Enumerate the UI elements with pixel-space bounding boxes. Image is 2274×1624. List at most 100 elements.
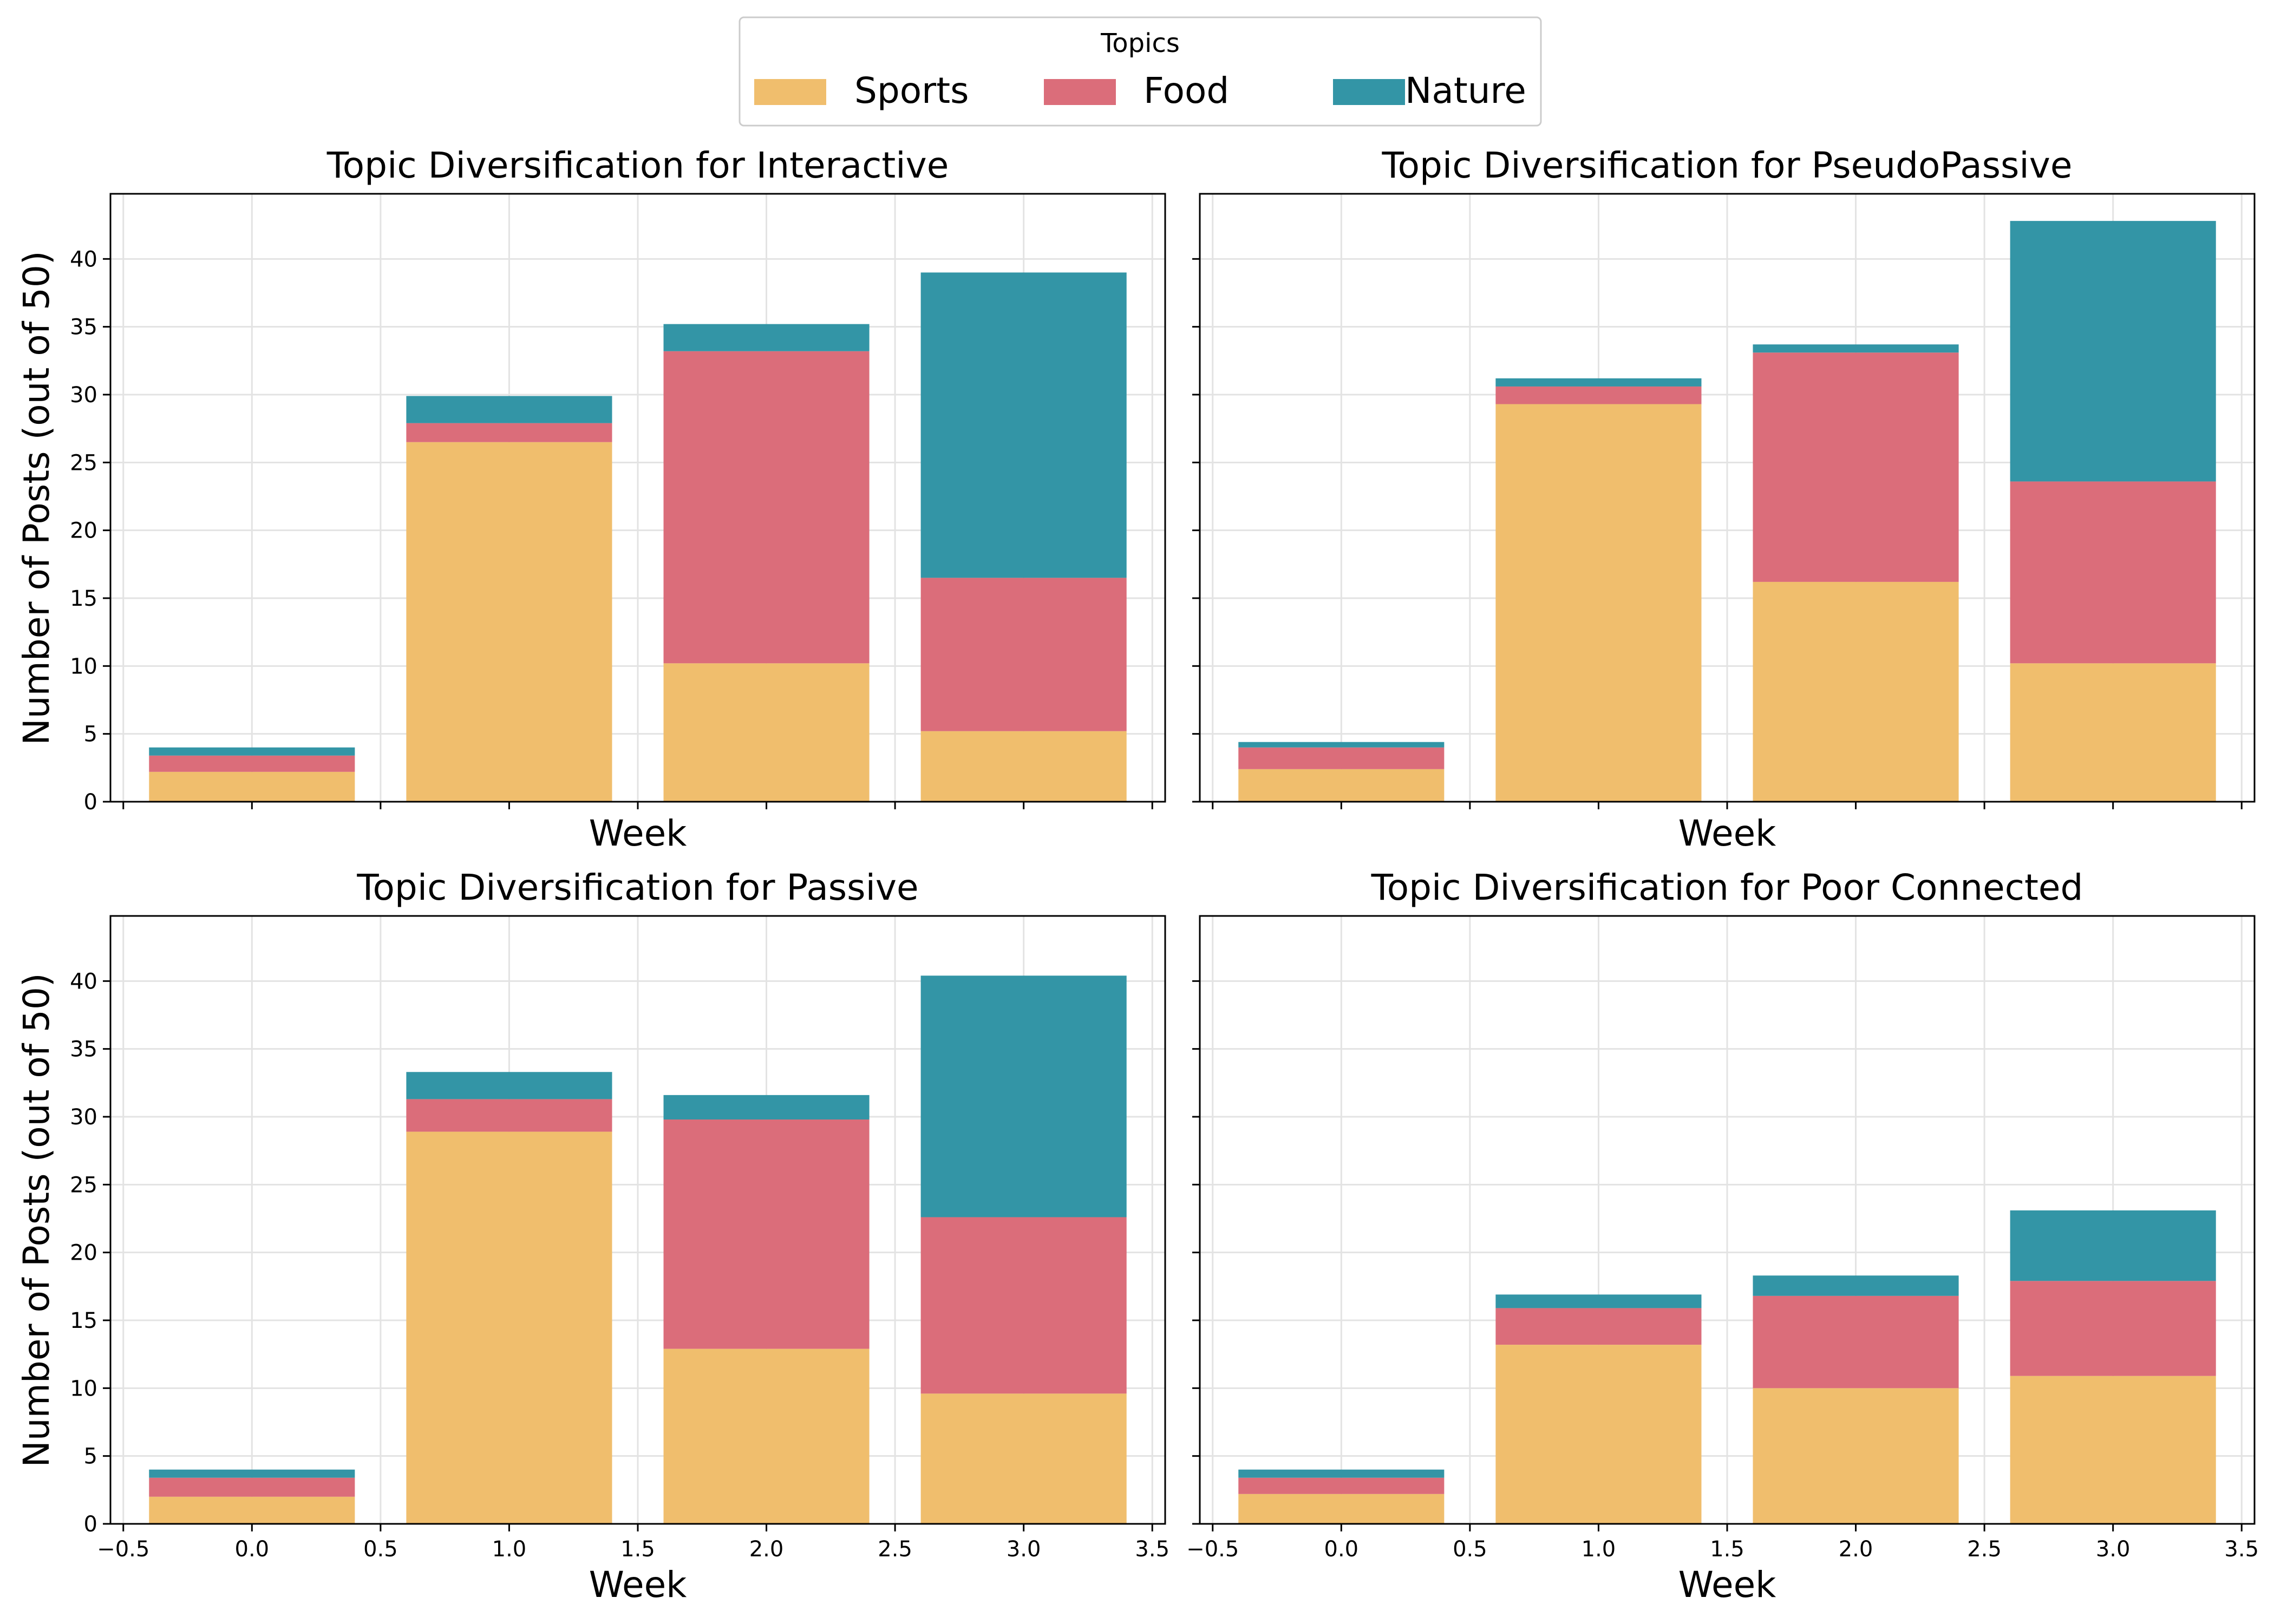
bar-passive-week-0-sports (149, 1496, 355, 1524)
bar-interactive-week-3-sports (920, 731, 1127, 802)
bar-pseudopassive-week-3-food (2010, 481, 2216, 664)
bar-interactive-week-0-nature (149, 747, 355, 756)
bar-interactive-week-1-nature (406, 396, 612, 423)
x-tick-label: 0.5 (1453, 1537, 1487, 1562)
legend: Topics Sports Food Nature (739, 16, 1542, 127)
x-tick-label: 3.0 (2096, 1537, 2131, 1562)
legend-swatch-nature (1333, 79, 1405, 105)
bar-pseudopassive-week-2-nature (1753, 344, 1959, 353)
x-tick-label: 0.0 (1324, 1537, 1359, 1562)
bar-interactive-week-2-sports (663, 663, 870, 802)
bar-passive-week-0-nature (149, 1469, 355, 1478)
x-tick-label: 1.0 (1582, 1537, 1616, 1562)
bar-poor-connected-week-3-sports (2010, 1376, 2216, 1524)
bar-poor-connected-week-3-food (2010, 1281, 2216, 1376)
y-tick-label: 35 (70, 1037, 97, 1062)
y-tick-label: 0 (84, 790, 97, 815)
bar-interactive-week-1-sports (406, 442, 612, 802)
bar-pseudopassive-week-1-sports (1495, 404, 1702, 802)
x-axis-label-poor-connected: Week (1678, 1564, 1777, 1606)
chart-title-interactive: Topic Diversification for Interactive (326, 145, 949, 186)
bar-pseudopassive-week-0-sports (1238, 769, 1445, 802)
bar-pseudopassive-week-1-nature (1495, 378, 1702, 387)
x-tick-label: 2.5 (878, 1537, 912, 1562)
subplot-pseudopassive: Topic Diversification for PseudoPassive … (1192, 145, 2256, 854)
y-tick-label: 10 (70, 1376, 97, 1401)
bar-interactive-week-1-food (406, 423, 612, 442)
y-tick-label: 5 (84, 722, 97, 747)
bar-passive-week-2-food (663, 1119, 870, 1349)
yticks-poor-connected (1192, 980, 1200, 1525)
bar-poor-connected-week-0-nature (1238, 1469, 1445, 1478)
x-tick-label: 2.0 (749, 1537, 784, 1562)
x-tick-label: 0.0 (235, 1537, 270, 1562)
x-tick-label: 3.5 (2224, 1537, 2259, 1562)
bar-passive-week-0-food (149, 1477, 355, 1497)
yticks-passive: 0 5 10 15 20 25 30 35 40 (70, 969, 110, 1537)
bar-passive-week-2-sports (663, 1348, 870, 1524)
subplot-poor-connected: −0.5 0.0 0.5 1.0 1.5 2.0 2.5 3.0 3.5 Topic Diver… (1186, 867, 2259, 1606)
legend-label-sports: Sports (854, 70, 969, 112)
yticks-interactive: 0 5 10 15 20 25 30 35 40 (70, 247, 110, 815)
x-tick-label: 0.5 (363, 1537, 398, 1562)
x-tick-label: −0.5 (1186, 1537, 1239, 1562)
bar-passive-week-3-sports (920, 1393, 1127, 1524)
subplot-passive: −0.5 0.0 0.5 1.0 1.5 2.0 2.5 3.0 3.5 0 5 10 15 20 25 3… (16, 867, 1169, 1606)
bars-interactive (149, 272, 1127, 802)
bar-passive-week-1-sports (406, 1131, 612, 1524)
x-axis-label-interactive: Week (589, 813, 688, 854)
chart-title-passive: Topic Diversification for Passive (356, 867, 918, 908)
bar-pseudopassive-week-0-food (1238, 747, 1445, 769)
bar-poor-connected-week-2-food (1753, 1295, 1959, 1389)
y-tick-label: 40 (70, 969, 97, 994)
chart-title-poor-connected: Topic Diversification for Poor Connected (1371, 867, 2083, 908)
chart-title-pseudopassive: Topic Diversification for PseudoPassive (1382, 145, 2073, 186)
bar-pseudopassive-week-2-sports (1753, 581, 1959, 802)
bar-poor-connected-week-1-nature (1495, 1294, 1702, 1308)
x-axis-label-pseudopassive: Week (1678, 813, 1777, 854)
y-axis-label-passive: Number of Posts (out of 50) (16, 973, 57, 1467)
y-tick-label: 20 (70, 519, 97, 543)
bar-pseudopassive-week-2-food (1753, 352, 1959, 582)
y-tick-label: 30 (70, 383, 97, 408)
y-tick-label: 15 (70, 586, 97, 611)
x-tick-label: −0.5 (97, 1537, 149, 1562)
bar-pseudopassive-week-3-sports (2010, 663, 2216, 802)
y-tick-label: 10 (70, 654, 97, 679)
bar-poor-connected-week-2-sports (1753, 1388, 1959, 1524)
bar-poor-connected-week-2-nature (1753, 1275, 1959, 1296)
x-tick-label: 3.0 (1007, 1537, 1041, 1562)
bar-passive-week-1-nature (406, 1072, 612, 1099)
bar-interactive-week-3-nature (920, 272, 1127, 578)
bar-pseudopassive-week-1-food (1495, 386, 1702, 404)
xticks-poor-connected: −0.5 0.0 0.5 1.0 1.5 2.0 2.5 3.0 3.5 (1186, 1524, 2259, 1562)
x-tick-label: 3.5 (1135, 1537, 1169, 1562)
bar-passive-week-3-food (920, 1217, 1127, 1394)
bar-passive-week-3-nature (920, 975, 1127, 1217)
y-tick-label: 0 (84, 1512, 97, 1537)
bar-poor-connected-week-0-food (1238, 1477, 1445, 1494)
bar-poor-connected-week-0-sports (1238, 1494, 1445, 1524)
x-tick-label: 1.0 (492, 1537, 527, 1562)
xticks-pseudopassive (1212, 802, 2243, 809)
x-tick-label: 1.5 (620, 1537, 655, 1562)
xticks-passive: −0.5 0.0 0.5 1.0 1.5 2.0 2.5 3.0 3.5 (97, 1524, 1169, 1562)
y-tick-label: 40 (70, 247, 97, 272)
bar-interactive-week-0-sports (149, 771, 355, 802)
bar-pseudopassive-week-3-nature (2010, 221, 2216, 482)
legend-title: Topics (1100, 28, 1180, 58)
x-tick-label: 2.0 (1839, 1537, 1873, 1562)
legend-label-food: Food (1143, 70, 1229, 112)
subplot-interactive: 0 5 10 15 20 25 30 35 40 Topic Diversification f… (16, 145, 1166, 854)
bar-passive-week-1-food (406, 1099, 612, 1132)
bar-passive-week-2-nature (663, 1095, 870, 1120)
xticks-interactive (122, 802, 1153, 809)
bar-interactive-week-0-food (149, 755, 355, 772)
bar-interactive-week-2-nature (663, 324, 870, 351)
bars-passive (149, 975, 1127, 1524)
y-tick-label: 5 (84, 1444, 97, 1469)
bar-interactive-week-2-food (663, 351, 870, 664)
legend-label-nature: Nature (1405, 70, 1526, 112)
bars-poor-connected (1238, 1210, 2216, 1524)
